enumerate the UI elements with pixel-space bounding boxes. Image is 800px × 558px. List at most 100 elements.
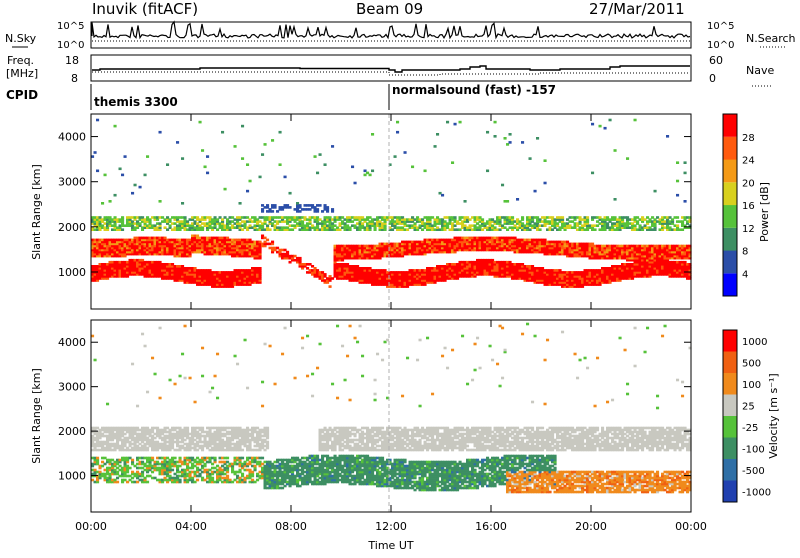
power-cell [199, 121, 202, 124]
power-colorbar-tick-label: 20 [742, 178, 755, 189]
power-cell [289, 206, 292, 209]
power-y-tick-label: 1000 [58, 266, 86, 279]
power-cell [424, 170, 427, 173]
cpid-segment-2: normalsound (fast) -157 [392, 83, 556, 97]
power-cell [509, 141, 512, 144]
power-cell [104, 174, 107, 177]
power-cell [676, 194, 679, 197]
power-y-tick-label: 2000 [58, 221, 86, 234]
velocity-heatmap-cells [91, 323, 692, 494]
power-cell [246, 190, 249, 193]
freq-right-tick-top: 60 [709, 54, 723, 67]
power-cell [121, 228, 124, 231]
power-cell [284, 176, 287, 179]
power-cell [371, 133, 374, 136]
power-cell [369, 174, 372, 177]
power-cell [591, 123, 594, 126]
power-colorbar-swatch [723, 205, 737, 228]
power-cell [279, 131, 282, 134]
noise-right-tick-bottom: 10^0 [707, 40, 734, 51]
power-cell [176, 141, 179, 144]
power-cell [411, 166, 414, 169]
power-cell [486, 170, 489, 173]
freq-left-tick-top: 18 [65, 54, 79, 67]
noise-left-tick-bottom: 10^0 [57, 40, 84, 51]
power-cell [404, 151, 407, 154]
power-cell [614, 149, 617, 152]
power-cell [481, 218, 484, 221]
power-cell [241, 157, 244, 160]
power-cell [454, 216, 457, 219]
power-colorbar-tick-label: 8 [742, 247, 748, 258]
power-cell [509, 133, 512, 136]
power-colorbar-swatch [723, 251, 737, 274]
power-cell [371, 170, 374, 173]
power-cell [494, 121, 497, 124]
nave-label: Nave [746, 64, 774, 77]
velocity-cell [94, 359, 97, 362]
nave-trace [92, 72, 690, 75]
power-cell [676, 216, 679, 219]
power-cell [271, 241, 274, 244]
power-cell [464, 200, 467, 203]
frequency-panel: Freq. [MHz] 18 8 60 0 Nave [6, 54, 774, 86]
power-cell [119, 168, 122, 171]
power-cell [114, 125, 117, 128]
power-cell [299, 257, 302, 260]
power-cell [166, 163, 169, 166]
power-cell [591, 172, 594, 175]
power-cell [521, 216, 524, 219]
power-colorbar-swatch [723, 228, 737, 251]
power-cell [264, 143, 267, 146]
freq-left-label-1: Freq. [7, 54, 34, 67]
power-cell [329, 285, 332, 288]
power-cell [314, 155, 317, 158]
power-cell [436, 133, 439, 136]
power-colorbar-tick-label: 4 [742, 269, 748, 280]
power-cell [299, 204, 302, 207]
power-cell [279, 163, 282, 166]
power-cell [184, 216, 187, 219]
power-cell [486, 131, 489, 134]
power-cell [609, 119, 612, 122]
power-cell [266, 204, 269, 207]
power-cell [504, 137, 507, 140]
power-y-label: Slant Range [km] [30, 164, 43, 260]
power-cell [181, 157, 184, 160]
power-cell [121, 216, 124, 219]
power-cell [666, 135, 669, 138]
power-cell [586, 216, 589, 219]
power-cell [289, 192, 292, 195]
noise-left-tick-top: 10^5 [57, 21, 84, 32]
power-cell [544, 159, 547, 162]
power-cell [159, 200, 162, 203]
power-cell [451, 161, 454, 164]
noise-sky-line [92, 22, 690, 38]
power-y-tick-label: 3000 [58, 176, 86, 189]
power-cell [626, 157, 629, 160]
power-cell [326, 206, 329, 209]
power-cell [261, 153, 264, 156]
power-cell [146, 155, 149, 158]
power-cell [394, 155, 397, 158]
cpid-label: CPID [6, 88, 38, 102]
power-cell [204, 166, 207, 169]
power-cell [594, 228, 597, 231]
power-cell [206, 155, 209, 158]
power-cell [269, 228, 272, 231]
power-cell [241, 125, 244, 128]
power-cell [544, 182, 547, 185]
power-colorbar-tick-label: 16 [742, 201, 755, 212]
power-cell [459, 121, 462, 124]
noise-trace [92, 22, 690, 41]
power-colorbar-swatch [723, 273, 737, 296]
power-cell [249, 180, 252, 183]
power-cell [246, 163, 249, 166]
power-cell [654, 190, 657, 193]
power-cell [221, 131, 224, 134]
date-title: 27/Mar/2011 [589, 0, 685, 18]
station-title: Inuvik (fitACF) [92, 0, 198, 18]
power-cell [271, 210, 274, 213]
freq-left-tick-bottom: 8 [71, 72, 78, 85]
